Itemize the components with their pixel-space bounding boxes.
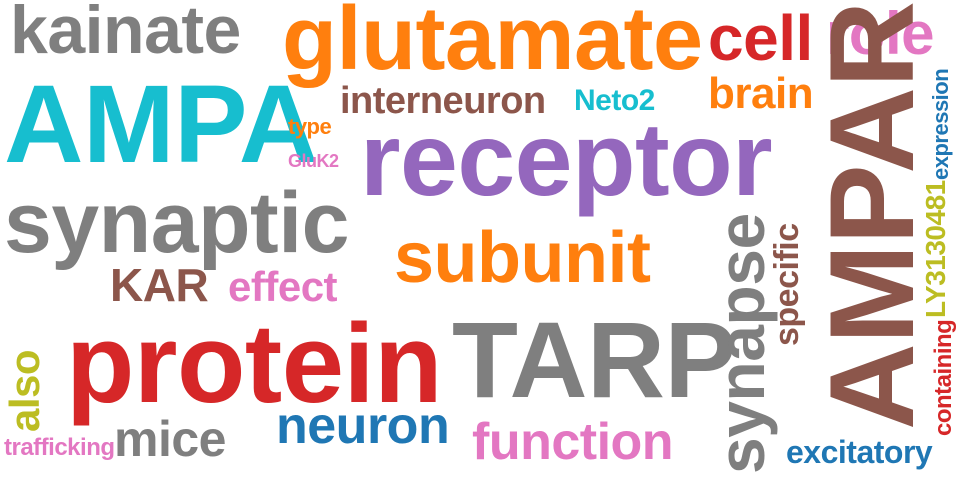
word-glutamate: glutamate (282, 0, 703, 89)
word-excitatory: excitatory (786, 434, 933, 470)
word-type: type (288, 114, 332, 139)
word-receptor: receptor (360, 102, 773, 218)
word-mice: mice (114, 411, 226, 467)
word-GluK2: GluK2 (288, 151, 339, 171)
word-kainate: kainate (10, 0, 241, 68)
word-TARP: TARP (452, 299, 736, 420)
word-neuron: neuron (276, 397, 450, 455)
word-protein: protein (66, 301, 443, 426)
word-effect: effect (228, 263, 338, 310)
word-synaptic: synaptic (4, 175, 349, 271)
word-AMPAR: AMPAR (805, 1, 939, 430)
word-containing: containing (930, 319, 957, 436)
word-KAR: KAR (110, 259, 209, 311)
word-interneuron: interneuron (340, 80, 546, 122)
word-Neto2: Neto2 (574, 84, 655, 117)
word-trafficking: trafficking (4, 434, 115, 461)
word-cell: cell (708, 2, 813, 74)
word-function: function (472, 413, 674, 471)
word-role: role (826, 0, 935, 67)
word-subunit: subunit (394, 218, 651, 298)
word-AMPA: AMPA (4, 63, 318, 186)
word-brain: brain (708, 69, 814, 118)
word-LY3130481: LY3130481 (920, 180, 951, 318)
word-synapse: synapse (704, 213, 778, 474)
word-also: also (1, 349, 48, 432)
